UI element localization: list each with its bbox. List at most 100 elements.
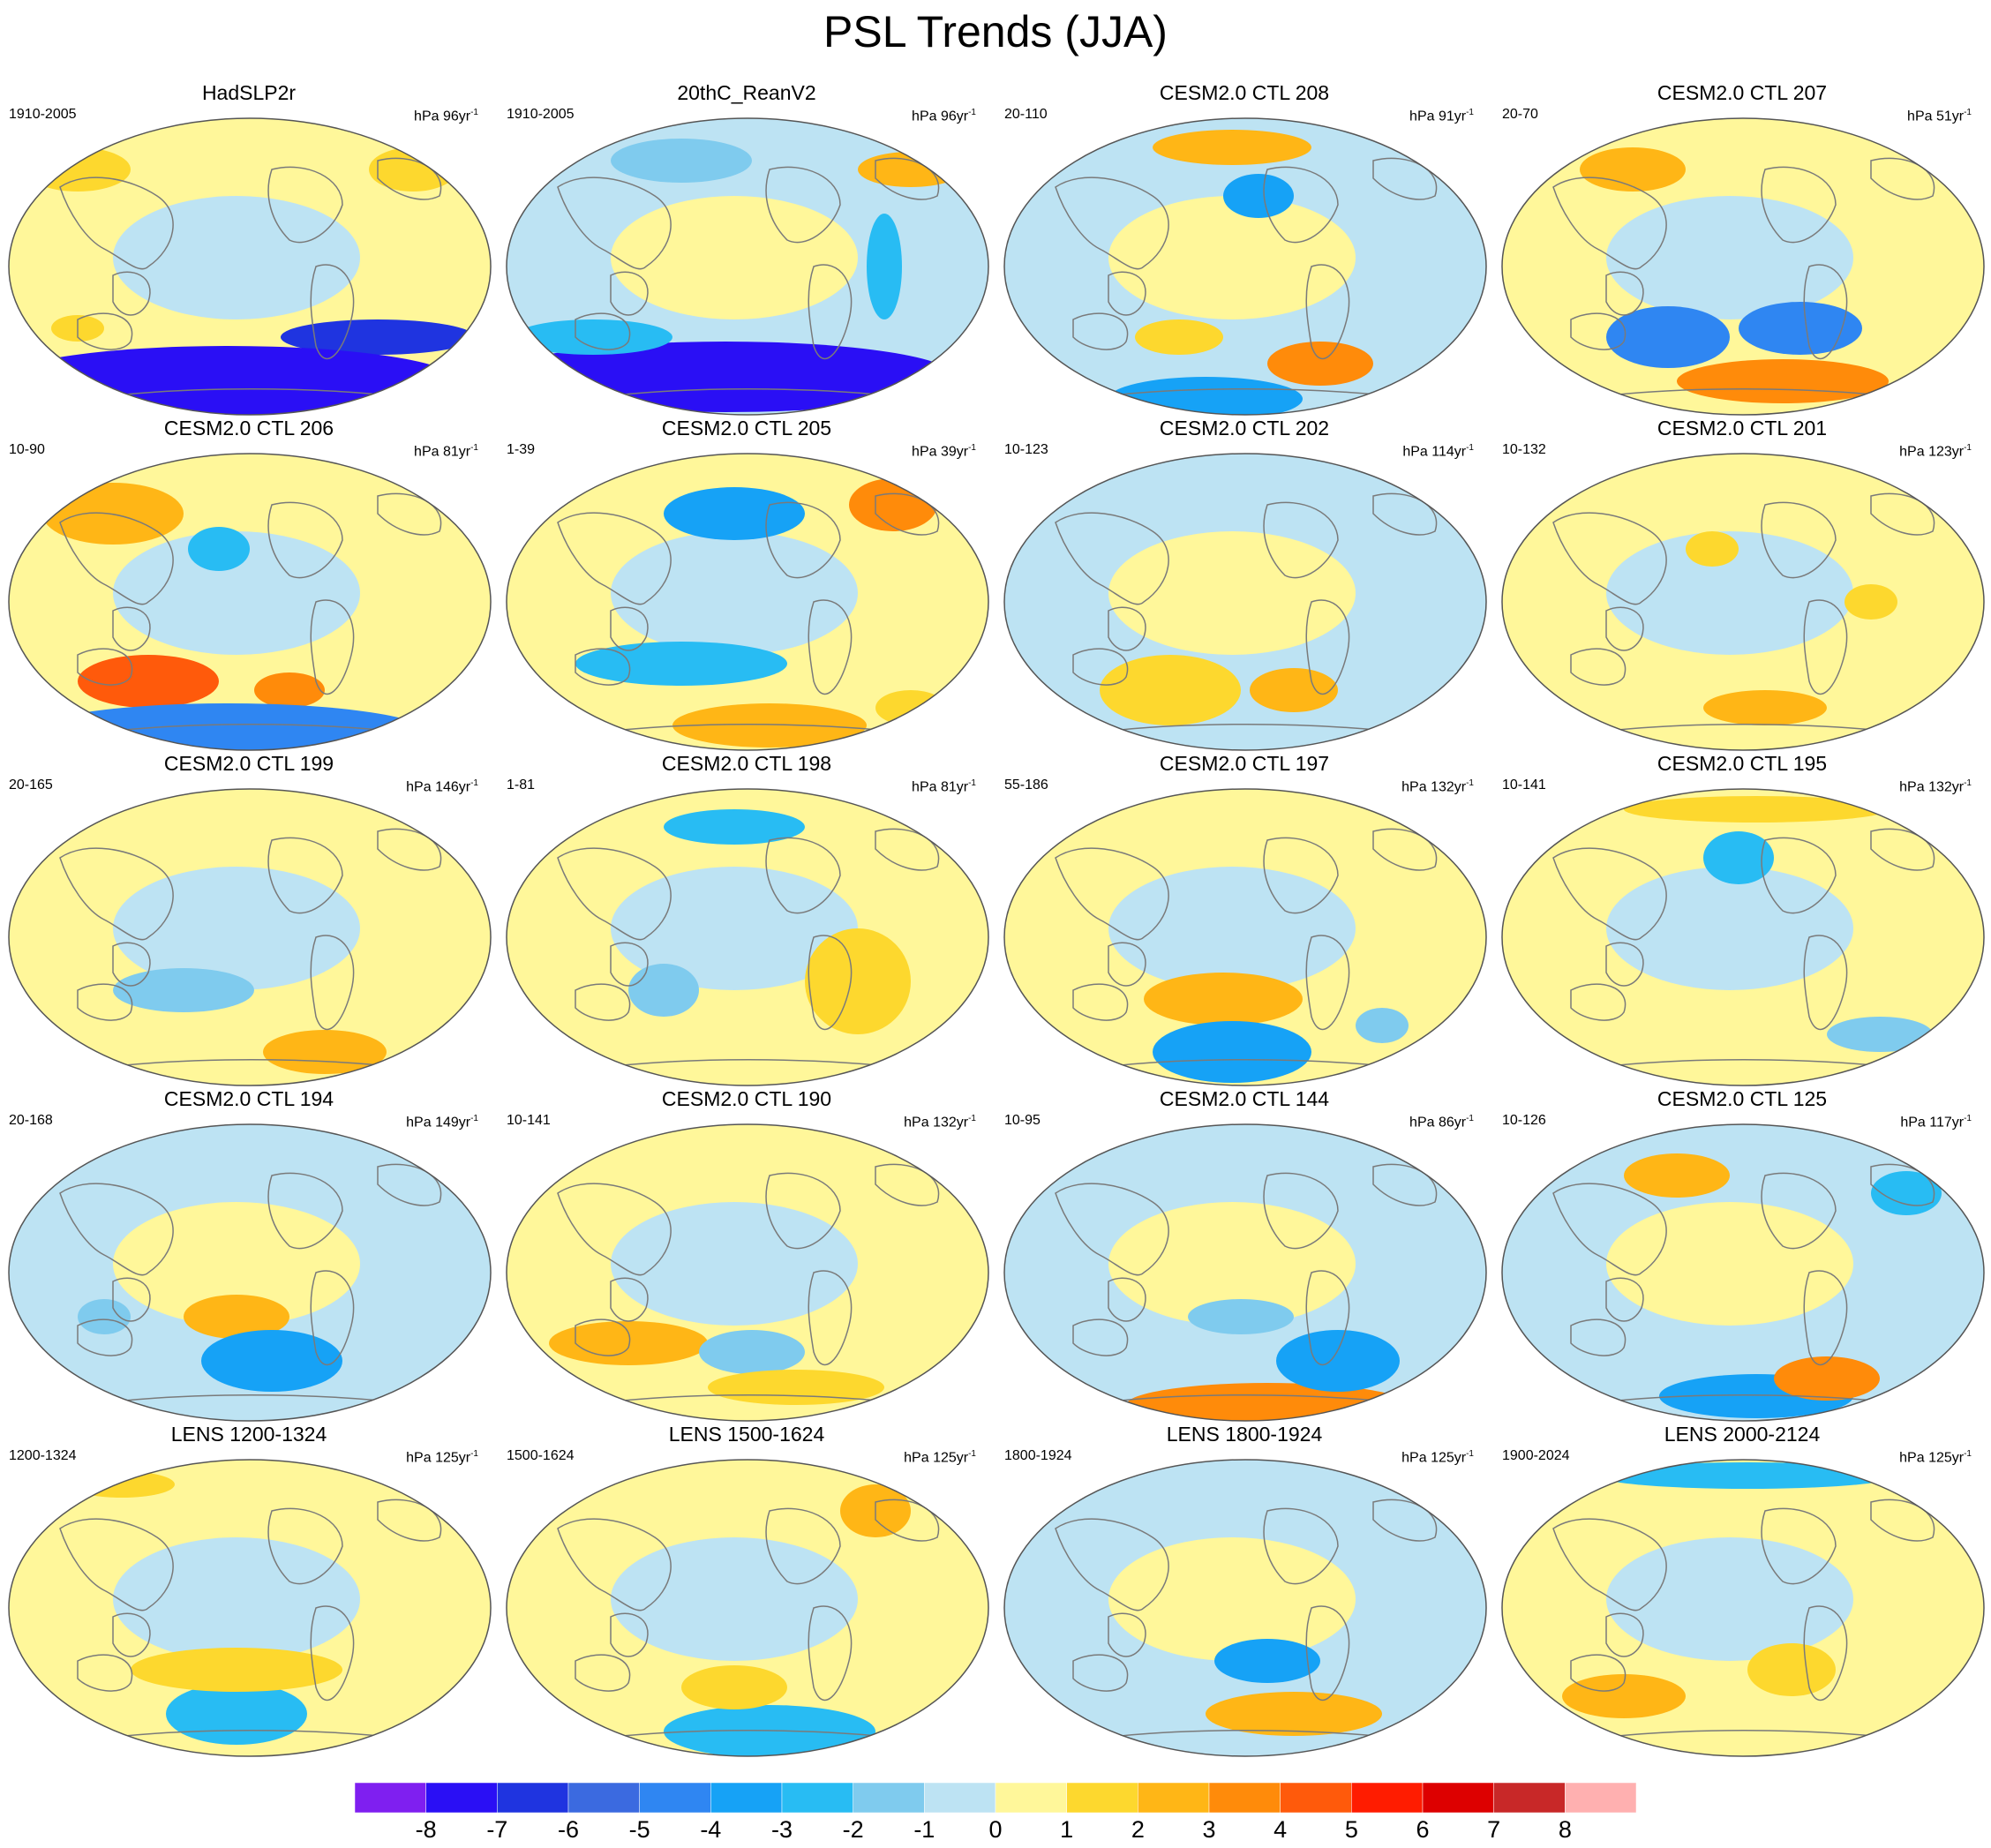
anomaly-contour (611, 139, 752, 183)
coastline (1605, 1612, 1644, 1657)
anomaly-field (1108, 196, 1356, 319)
colorbar-tick-label: -1 (913, 1816, 935, 1843)
colorbar-swatch (1280, 1783, 1352, 1813)
world-map (1501, 117, 1985, 416)
coastline (1605, 271, 1644, 316)
colorbar-swatch (1422, 1783, 1494, 1813)
panel-units: hPa 96yr-1 (414, 104, 478, 125)
anomaly-field (1606, 531, 1853, 655)
anomaly-contour (549, 1321, 708, 1365)
panel-units-exponent: -1 (968, 108, 976, 117)
colorbar-tick-label: 2 (1131, 1816, 1145, 1843)
coastline (1372, 1499, 1438, 1542)
coastline (765, 166, 841, 244)
anomaly-contour (1206, 1692, 1382, 1736)
coastline (77, 648, 133, 686)
map-outline (8, 1459, 492, 1757)
colorbar-tick-label: 1 (1060, 1816, 1074, 1843)
coastline (1305, 599, 1350, 695)
coastline (267, 501, 343, 579)
coastline (1055, 847, 1169, 941)
coastline (1570, 983, 1627, 1021)
coastline (1055, 177, 1169, 270)
colorbar-tick-label: -6 (557, 1816, 579, 1843)
map-panel: 20thC_ReanV2 1910-2005 hPa 96yr-1 (498, 81, 996, 417)
map-outline (1501, 1123, 1985, 1422)
coastline (1761, 501, 1837, 579)
panel-year-range: 1900-2024 (1502, 1448, 1570, 1463)
map-outline (1501, 1459, 1985, 1757)
anomaly-field (611, 1537, 858, 1661)
map-panel: HadSLP2r 1910-2005 hPa 96yr-1 (0, 81, 498, 417)
anomaly-contour (1276, 1330, 1400, 1392)
panel-year-range: 20-168 (9, 1113, 53, 1128)
anomaly-contour (1562, 1674, 1686, 1718)
panel-units: hPa 51yr-1 (1907, 104, 1972, 125)
map-panel: CESM2.0 CTL 207 20-70 hPa 51yr-1 (1493, 81, 1991, 417)
panel-units-text: hPa 114yr (1402, 444, 1467, 460)
panel-title: CESM2.0 CTL 205 (661, 417, 832, 439)
panel-units-text: hPa 51yr (1907, 109, 1965, 124)
coastline (377, 828, 442, 871)
coastline (1263, 501, 1339, 579)
panel-units-exponent: -1 (1964, 778, 1972, 788)
anomaly-field (113, 531, 360, 655)
panel-year-range: 55-186 (1004, 778, 1048, 793)
coastline (1870, 492, 1935, 536)
coastline (1803, 1270, 1848, 1366)
colorbar-swatch (924, 1783, 996, 1813)
coastline (112, 942, 151, 987)
map-outline (8, 453, 492, 751)
anomaly-contour (263, 1030, 387, 1074)
panel-units-exponent: -1 (470, 1449, 478, 1459)
panel-title: CESM2.0 CTL 190 (661, 1087, 832, 1110)
anomaly-field (113, 196, 360, 319)
coastline (575, 983, 631, 1021)
anomaly-contour (1153, 1021, 1311, 1083)
map-outline (8, 788, 492, 1086)
panel-units: hPa 114yr-1 (1402, 439, 1474, 461)
anomaly-field (611, 531, 858, 655)
anomaly-field (1606, 867, 1853, 990)
anomaly-contour (9, 346, 457, 415)
colorbar-swatch (355, 1783, 426, 1813)
map-panel: LENS 2000-2124 1900-2024 hPa 125yr-1 (1493, 1423, 1991, 1758)
anomaly-contour (1624, 796, 1889, 823)
coastline (77, 312, 133, 350)
map-outline (1003, 788, 1487, 1086)
anomaly-contour (1624, 1153, 1730, 1198)
panel-units: hPa 96yr-1 (912, 104, 976, 125)
panel-units-exponent: -1 (1466, 108, 1474, 117)
coastline (77, 983, 133, 1021)
coastline (1870, 1163, 1935, 1206)
panel-units-text: hPa 96yr (414, 109, 471, 124)
coastline (1570, 1318, 1627, 1356)
panel-units-text: hPa 86yr (1409, 1115, 1467, 1131)
coastline (377, 1163, 442, 1206)
panel-units: hPa 125yr-1 (406, 1446, 478, 1467)
coastline (1761, 166, 1837, 244)
panel-units: hPa 132yr-1 (904, 1110, 976, 1131)
coastline (1552, 1183, 1667, 1276)
coastline (1605, 1277, 1644, 1322)
map-panel: LENS 1800-1924 1800-1924 hPa 125yr-1 (996, 1423, 1493, 1758)
map-panel: CESM2.0 CTL 205 1-39 hPa 39yr-1 (498, 417, 996, 752)
colorbar-tick-label: 4 (1273, 1816, 1288, 1843)
anomaly-contour (575, 642, 787, 686)
panel-title: LENS 2000-2124 (1664, 1423, 1821, 1446)
colorbar-tick-label: -7 (486, 1816, 508, 1843)
map-outline (1501, 453, 1985, 751)
coastline (267, 166, 343, 244)
anomaly-field (611, 867, 858, 990)
panel-title: 20thC_ReanV2 (677, 81, 816, 104)
panel-units-text: hPa 149yr (406, 1115, 471, 1131)
colorbar-tick-label: -3 (770, 1816, 793, 1843)
coastline (77, 1318, 133, 1356)
colorbar-swatch (1208, 1783, 1281, 1813)
coastline (1072, 983, 1129, 1021)
coastline (1605, 606, 1644, 651)
anomaly-contour (78, 1299, 131, 1334)
panel-title: CESM2.0 CTL 208 (1159, 81, 1330, 104)
world-map (1501, 1123, 1985, 1422)
coastline (808, 1605, 853, 1702)
